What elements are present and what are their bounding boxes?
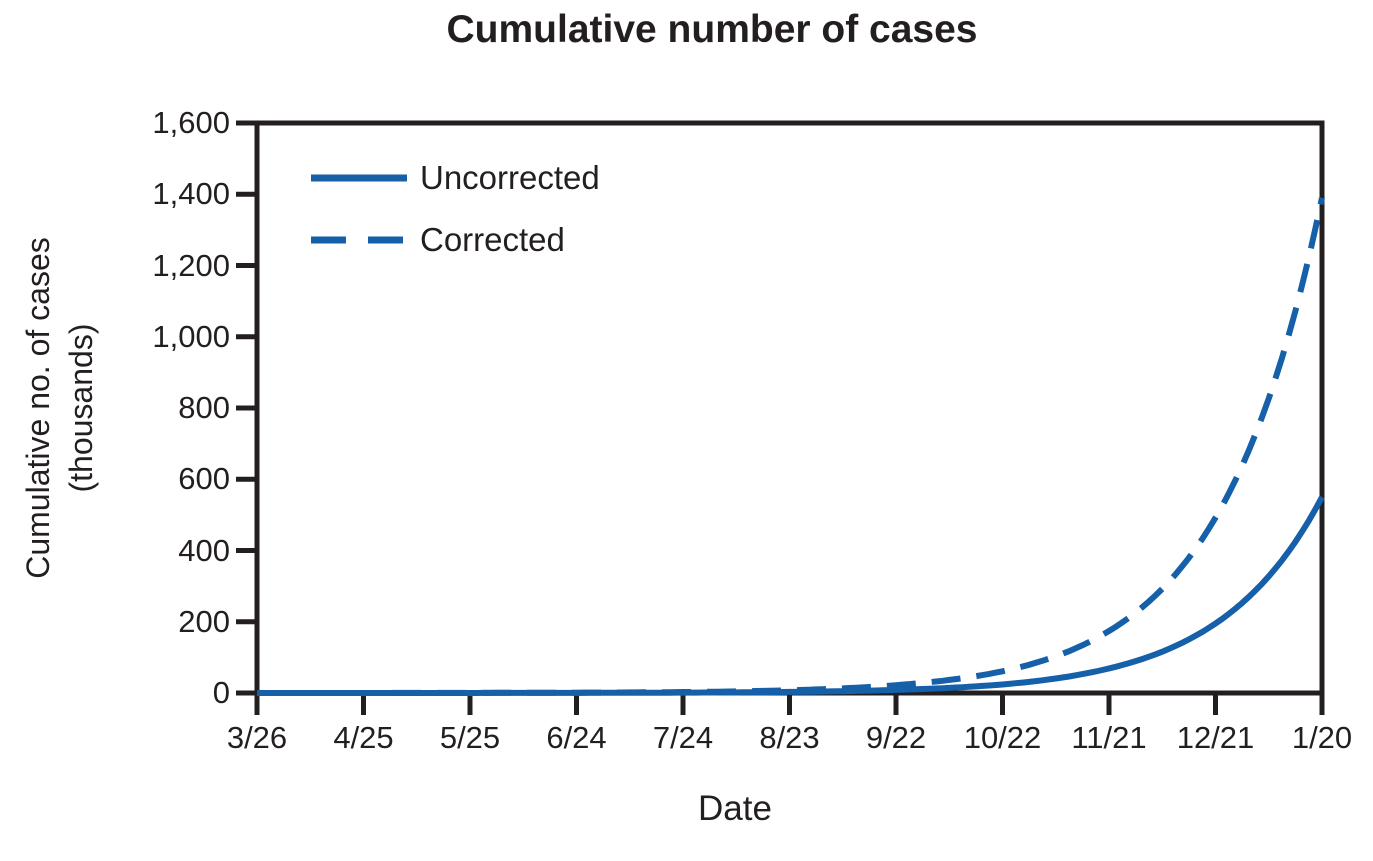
legend: Uncorrected Corrected: [311, 156, 600, 280]
legend-label-uncorrected: Uncorrected: [420, 159, 600, 196]
y-tick-label: 800: [178, 390, 230, 425]
y-tick-label: 1,000: [152, 318, 230, 354]
dashed-line-swatch-icon: [311, 236, 407, 244]
x-tick-label: 8/23: [759, 720, 820, 755]
x-tick-label: 12/21: [1176, 720, 1255, 755]
y-tick-label: 400: [178, 532, 230, 568]
x-tick-label: 1/20: [1291, 720, 1353, 755]
x-axis-label: Date: [698, 789, 772, 828]
y-tick-label: 600: [178, 461, 230, 497]
y-tick-label: 200: [178, 603, 230, 639]
y-tick-label: 1,600: [152, 105, 230, 140]
x-tick-label: 9/22: [865, 720, 927, 755]
series-line-uncorrected: [257, 495, 1325, 696]
y-tick-label: 1,200: [152, 247, 230, 283]
x-tick-label: 5/25: [439, 720, 501, 755]
x-tick-label: 6/24: [546, 720, 607, 755]
chart-title: Cumulative number of cases: [446, 8, 978, 51]
x-tick-label: 7/24: [652, 720, 714, 755]
y-tick-label: 0: [212, 675, 230, 710]
legend-item-uncorrected: Uncorrected: [311, 156, 600, 200]
legend-item-corrected: Corrected: [311, 218, 600, 262]
x-tick-label: 4/25: [333, 720, 394, 755]
y-tick-label: 1,400: [152, 176, 230, 212]
solid-line-swatch-icon: [311, 174, 407, 182]
x-tick-label: 3/26: [226, 720, 288, 755]
series-line-corrected: [257, 197, 1325, 696]
legend-label-corrected: Corrected: [420, 221, 565, 258]
x-tick-label: 10/22: [963, 720, 1042, 755]
x-tick-label: 11/21: [1071, 720, 1147, 755]
